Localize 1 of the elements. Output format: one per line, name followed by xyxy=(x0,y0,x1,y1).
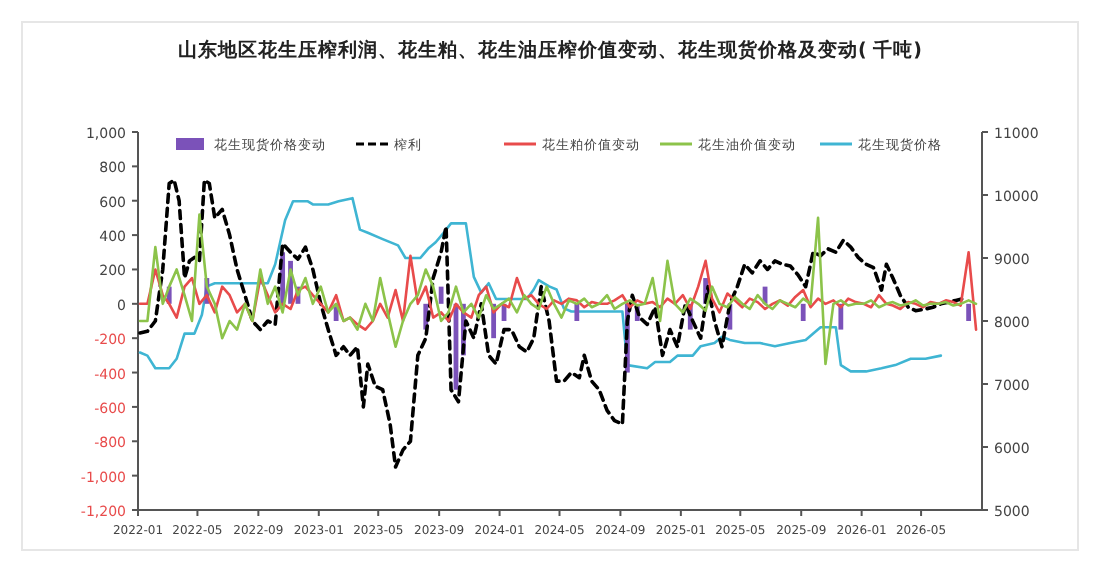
chart-title: 山东地区花生压榨利润、花生粕、花生油压榨价值变动、花生现货价格及变动( 千吨) xyxy=(178,38,922,62)
